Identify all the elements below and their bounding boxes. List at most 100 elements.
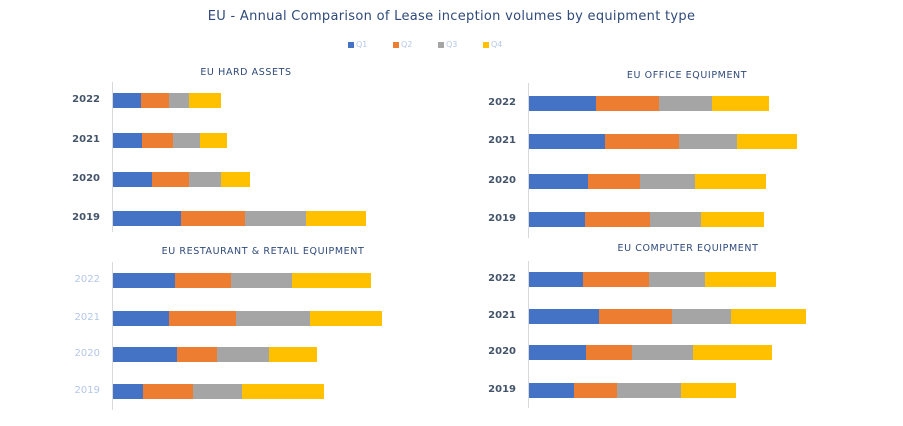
y-tick-label: 2020	[488, 346, 516, 357]
y-tick-label: 2022	[488, 273, 516, 284]
bar-computer-equipment-2020-q4	[693, 345, 772, 360]
bar-computer-equipment-2022-q2	[583, 272, 649, 287]
bar-computer-equipment-2022-q4	[705, 272, 776, 287]
y-axis-line	[112, 82, 113, 232]
y-tick-label: 2020	[488, 175, 516, 186]
bar-hard-assets-2019-q3	[245, 211, 306, 226]
y-axis-line	[112, 262, 113, 410]
bar-office-equipment-2020-q1	[529, 174, 588, 189]
y-axis-line	[528, 261, 529, 408]
bar-hard-assets-2019-q4	[306, 211, 366, 226]
y-tick-label: 2019	[488, 384, 516, 395]
bar-restaurant-retail-2020-q1	[113, 347, 177, 362]
legend-swatch	[438, 41, 444, 48]
bar-office-equipment-2022-q2	[596, 96, 659, 111]
bar-office-equipment-2019-q2	[585, 212, 650, 227]
bar-office-equipment-2021-q2	[605, 134, 679, 149]
legend-item-q3: Q3	[438, 40, 483, 49]
bar-restaurant-retail-2019-q2	[143, 384, 193, 399]
legend-label: Q2	[401, 40, 413, 49]
y-tick-label: 2019	[488, 213, 516, 224]
bar-restaurant-retail-2021-q2	[169, 311, 236, 326]
bar-computer-equipment-2021-q4	[731, 309, 806, 324]
legend-swatch	[348, 41, 354, 48]
legend-label: Q3	[446, 40, 458, 49]
bar-hard-assets-2019-q1	[113, 211, 181, 226]
bar-hard-assets-2021-q1	[113, 133, 142, 148]
bar-restaurant-retail-2021-q1	[113, 311, 169, 326]
y-tick-label: 2021	[74, 312, 100, 323]
bar-restaurant-retail-2020-q4	[269, 347, 317, 362]
bar-computer-equipment-2022-q1	[529, 272, 583, 287]
chart-title: EU - Annual Comparison of Lease inceptio…	[207, 9, 696, 24]
bar-hard-assets-2020-q4	[221, 172, 250, 187]
bar-computer-equipment-2019-q1	[529, 383, 574, 398]
bar-hard-assets-2020-q2	[152, 172, 189, 187]
bar-office-equipment-2021-q1	[529, 134, 605, 149]
bar-computer-equipment-2019-q2	[574, 383, 617, 398]
y-tick-label: 2021	[72, 134, 100, 145]
y-tick-label: 2022	[72, 94, 100, 105]
bar-hard-assets-2020-q1	[113, 172, 152, 187]
bar-office-equipment-2021-q3	[679, 134, 737, 149]
bar-hard-assets-2020-q3	[189, 172, 221, 187]
legend-item-q1: Q1	[348, 40, 393, 49]
legend-label: Q4	[491, 40, 503, 49]
bar-restaurant-retail-2022-q3	[231, 273, 292, 288]
bar-hard-assets-2022-q2	[141, 93, 169, 108]
bar-hard-assets-2022-q1	[113, 93, 141, 108]
bar-restaurant-retail-2019-q4	[242, 384, 324, 399]
legend-swatch	[483, 41, 489, 48]
bar-restaurant-retail-2022-q4	[292, 273, 371, 288]
bar-office-equipment-2022-q4	[712, 96, 769, 111]
bar-restaurant-retail-2020-q2	[177, 347, 217, 362]
bar-computer-equipment-2020-q3	[632, 345, 693, 360]
bar-hard-assets-2021-q4	[200, 133, 227, 148]
y-tick-label: 2020	[72, 173, 100, 184]
y-tick-label: 2022	[488, 97, 516, 108]
bar-office-equipment-2020-q2	[588, 174, 640, 189]
panel-title-computer-equipment: EU COMPUTER EQUIPMENT	[617, 243, 759, 254]
bar-restaurant-retail-2020-q3	[217, 347, 269, 362]
legend-label: Q1	[356, 40, 368, 49]
bar-office-equipment-2019-q3	[650, 212, 701, 227]
legend-item-q2: Q2	[393, 40, 438, 49]
bar-office-equipment-2020-q3	[640, 174, 695, 189]
bar-office-equipment-2021-q4	[737, 134, 797, 149]
bar-restaurant-retail-2019-q3	[193, 384, 242, 399]
bar-computer-equipment-2021-q2	[599, 309, 672, 324]
bar-office-equipment-2020-q4	[695, 174, 766, 189]
bar-restaurant-retail-2021-q4	[310, 311, 382, 326]
bar-computer-equipment-2021-q3	[672, 309, 731, 324]
bar-restaurant-retail-2019-q1	[113, 384, 143, 399]
bar-computer-equipment-2019-q4	[681, 383, 736, 398]
bar-restaurant-retail-2021-q3	[236, 311, 310, 326]
y-tick-label: 2019	[72, 212, 100, 223]
y-tick-label: 2019	[74, 385, 100, 396]
bar-computer-equipment-2022-q3	[649, 272, 705, 287]
bar-office-equipment-2022-q3	[659, 96, 712, 111]
panel-title-office-equipment: EU OFFICE EQUIPMENT	[626, 70, 748, 81]
bar-computer-equipment-2021-q1	[529, 309, 599, 324]
y-tick-label: 2020	[74, 348, 100, 359]
bar-hard-assets-2019-q2	[181, 211, 245, 226]
bar-restaurant-retail-2022-q1	[113, 273, 175, 288]
panel-title-restaurant-retail: EU RESTAURANT & RETAIL EQUIPMENT	[161, 246, 365, 257]
bar-hard-assets-2021-q2	[142, 133, 173, 148]
y-tick-label: 2021	[488, 135, 516, 146]
y-tick-label: 2021	[488, 310, 516, 321]
legend: Q1 Q2 Q3 Q4	[348, 40, 528, 49]
bar-office-equipment-2019-q1	[529, 212, 585, 227]
bar-hard-assets-2021-q3	[173, 133, 200, 148]
bar-computer-equipment-2020-q2	[586, 345, 632, 360]
bar-office-equipment-2019-q4	[701, 212, 764, 227]
bar-hard-assets-2022-q3	[169, 93, 189, 108]
y-axis-line	[528, 83, 529, 238]
legend-item-q4: Q4	[483, 40, 528, 49]
panel-title-hard-assets: EU HARD ASSETS	[200, 67, 292, 78]
bar-computer-equipment-2019-q3	[617, 383, 681, 398]
bar-office-equipment-2022-q1	[529, 96, 596, 111]
legend-swatch	[393, 41, 399, 48]
bar-hard-assets-2022-q4	[189, 93, 221, 108]
bar-restaurant-retail-2022-q2	[175, 273, 231, 288]
